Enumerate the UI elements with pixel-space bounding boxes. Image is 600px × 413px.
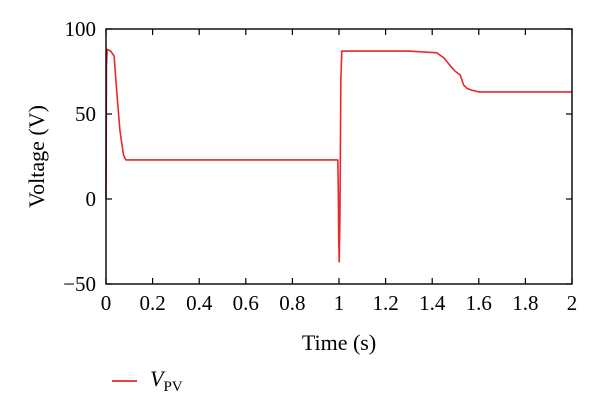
x-tick-label-3: 0.6 — [233, 291, 259, 315]
x-tick-label-2: 0.4 — [186, 291, 213, 315]
x-tick-label-4: 0.8 — [279, 291, 305, 315]
y-tick-label-3: 100 — [65, 17, 97, 41]
y-tick-label-1: 0 — [86, 187, 97, 211]
x-tick-label-10: 2 — [567, 291, 578, 315]
plot-frame — [105, 28, 573, 285]
x-tick-label-6: 1.2 — [372, 291, 398, 315]
x-tick-label-0: 0 — [101, 291, 112, 315]
x-tick-label-9: 1.8 — [512, 291, 538, 315]
x-tick-label-5: 1 — [334, 291, 345, 315]
series-line-vpv — [105, 48, 572, 263]
y-tick-label-0: −50 — [63, 272, 96, 296]
y-tick-label-2: 50 — [75, 102, 96, 126]
y-axis-title: Voltage (V) — [24, 105, 49, 208]
legend: VPV — [112, 366, 183, 395]
x-tick-label-8: 1.6 — [466, 291, 492, 315]
x-tick-label-1: 0.2 — [139, 291, 165, 315]
legend-label-main: V — [150, 366, 166, 391]
legend-label-subscript: PV — [163, 379, 182, 395]
x-axis-title: Time (s) — [302, 330, 376, 355]
legend-label-vpv: VPV — [150, 366, 183, 395]
x-tick-label-7: 1.4 — [419, 291, 446, 315]
